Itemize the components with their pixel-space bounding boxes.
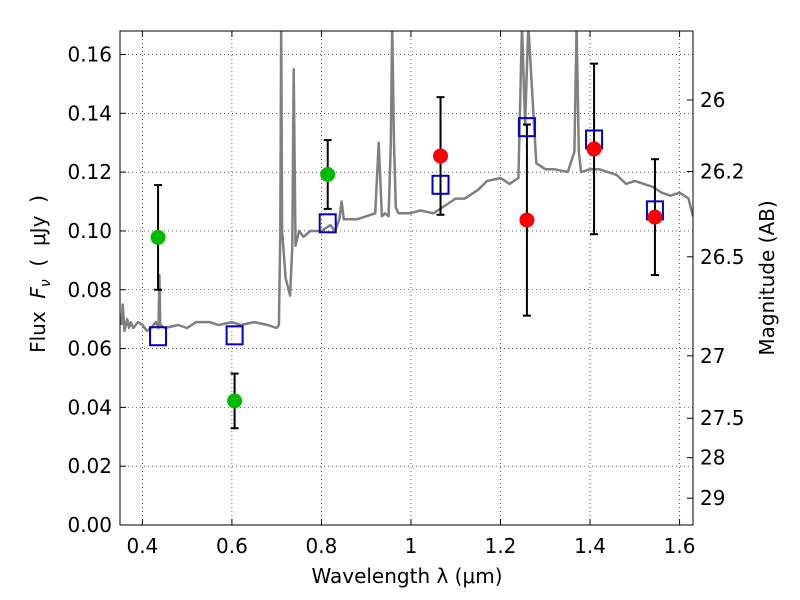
y-tick-label: 0.16: [67, 43, 112, 67]
magnitude-axis-label: Magnitude (AB): [755, 200, 779, 355]
x-tick-label: 1.6: [664, 534, 696, 558]
red-data-point: [586, 141, 602, 157]
magnitude-tick-label: 29: [700, 486, 725, 510]
green-data-point: [320, 166, 336, 182]
green-data-point: [150, 229, 166, 245]
model-square-marker: [225, 325, 244, 346]
model-square-marker: [517, 117, 536, 138]
y-axis-label-symbol: F: [26, 287, 50, 299]
y-tick-label: 0.00: [67, 513, 112, 537]
red-data-point: [433, 148, 449, 164]
error-bars: [154, 62, 659, 430]
red-data-point: [647, 209, 663, 225]
y-tick-label: 0.12: [67, 160, 112, 184]
y-axis-label-subscript: ν: [38, 279, 54, 287]
y-axis-label-prefix: Flux: [26, 299, 50, 353]
axis-ticks: [120, 31, 693, 526]
model-square-marker: [149, 326, 168, 347]
x-tick-label: 0.4: [126, 534, 158, 558]
x-tick-label: 1.4: [574, 534, 606, 558]
magnitude-tick-label: 26: [700, 88, 725, 112]
model-square-marker: [431, 174, 450, 195]
red-data-point: [519, 212, 535, 228]
x-tick-label: 1: [405, 534, 418, 558]
x-axis-label: Wavelength λ (μm): [311, 564, 502, 588]
y-tick-label: 0.04: [67, 395, 112, 419]
y-axis-label: Flux Fν ( μJy ): [26, 195, 54, 353]
y-tick-label: 0.02: [67, 454, 112, 478]
plot-frame: [119, 30, 694, 526]
magnitude-tick-label: 27: [700, 344, 725, 368]
magnitude-tick-label: 28: [700, 446, 725, 470]
y-tick-label: 0.06: [67, 337, 112, 361]
green-data-point: [227, 393, 243, 409]
y-tick-label: 0.10: [67, 219, 112, 243]
magnitude-tick-label: 27.5: [700, 406, 745, 430]
tick-labels: 0.4 0.6 0.8 1 1.2 1.4 1.6 0.00 0.02 0.04 0.06 0.08 0…: [67, 43, 744, 558]
spectrum-line: [120, 31, 693, 333]
magnitude-tick-label: 26.5: [700, 245, 745, 269]
x-tick-label: 1.2: [485, 534, 517, 558]
y-tick-label: 0.08: [67, 278, 112, 302]
x-tick-label: 0.6: [216, 534, 248, 558]
magnitude-tick-label: 26.2: [700, 159, 745, 183]
y-tick-label: 0.14: [67, 101, 112, 125]
model-square-marker: [318, 213, 337, 234]
model-spectrum: [120, 31, 693, 333]
x-tick-label: 0.8: [306, 534, 338, 558]
data-markers: [149, 117, 664, 409]
y-axis-label-unit: ( μJy ): [26, 195, 50, 279]
grid-lines: [120, 31, 693, 526]
